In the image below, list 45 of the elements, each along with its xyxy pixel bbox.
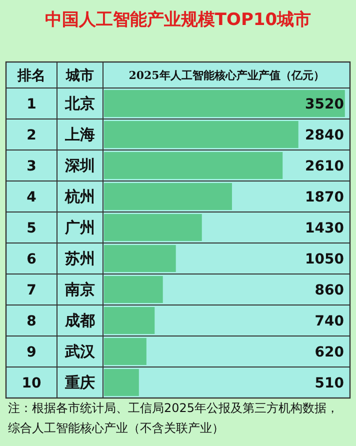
chart-title: 中国人工智能产业规模TOP10城市 [44,9,312,32]
y2-tick-label: 4 [26,190,37,206]
data-label: 1050 [305,252,344,268]
bar [104,307,155,334]
y-tick-label: 南京 [64,280,95,298]
y2-tick-label: 10 [22,376,42,392]
y-tick-label: 广州 [64,218,95,236]
data-label: 2610 [305,158,344,174]
y2-tick-label: 9 [26,344,36,360]
bar [104,245,176,272]
y-tick-label: 上海 [64,126,95,144]
y2-tick-label: 3 [26,158,36,174]
y2-tick-label: 6 [26,252,36,268]
data-label: 1430 [305,220,344,236]
bar [104,152,283,179]
data-label: 860 [314,282,344,298]
bar [104,183,232,210]
x-axis-title: 2025年人工智能核心产业产值（亿元） [128,69,324,82]
data-label: 3520 [305,96,344,112]
bar [104,276,163,303]
bar [104,214,202,241]
bar [104,369,139,396]
y-axis-title: 城市 [65,67,94,84]
y2-tick-label: 7 [26,282,36,298]
y-tick-label: 武汉 [64,342,96,360]
data-label: 620 [314,344,344,360]
y2-tick-label: 1 [26,96,36,112]
text: 注：根据各市统计局、工信局2025年公报及第三方机构数据，综合人工智能核心产业（不含关联产业） [8,400,340,437]
y-tick-label: 深圳 [64,156,95,174]
data-label: 740 [314,314,344,330]
y-tick-label: 成都 [64,312,95,330]
bar [104,338,146,365]
y-tick-label: 重庆 [64,374,95,392]
y-tick-label: 苏州 [64,250,95,268]
y2-tick-label: 8 [26,314,36,330]
data-label: 1870 [305,190,344,206]
y2-axis-title: 排名 [16,68,46,84]
bar [104,90,345,117]
y-tick-label: 杭州 [64,188,95,206]
y2-tick-label: 5 [26,220,36,236]
y2-tick-label: 2 [26,128,36,144]
bar [104,121,298,148]
data-label: 510 [314,376,344,392]
data-label: 2840 [305,128,344,144]
y-tick-label: 北京 [64,94,95,112]
